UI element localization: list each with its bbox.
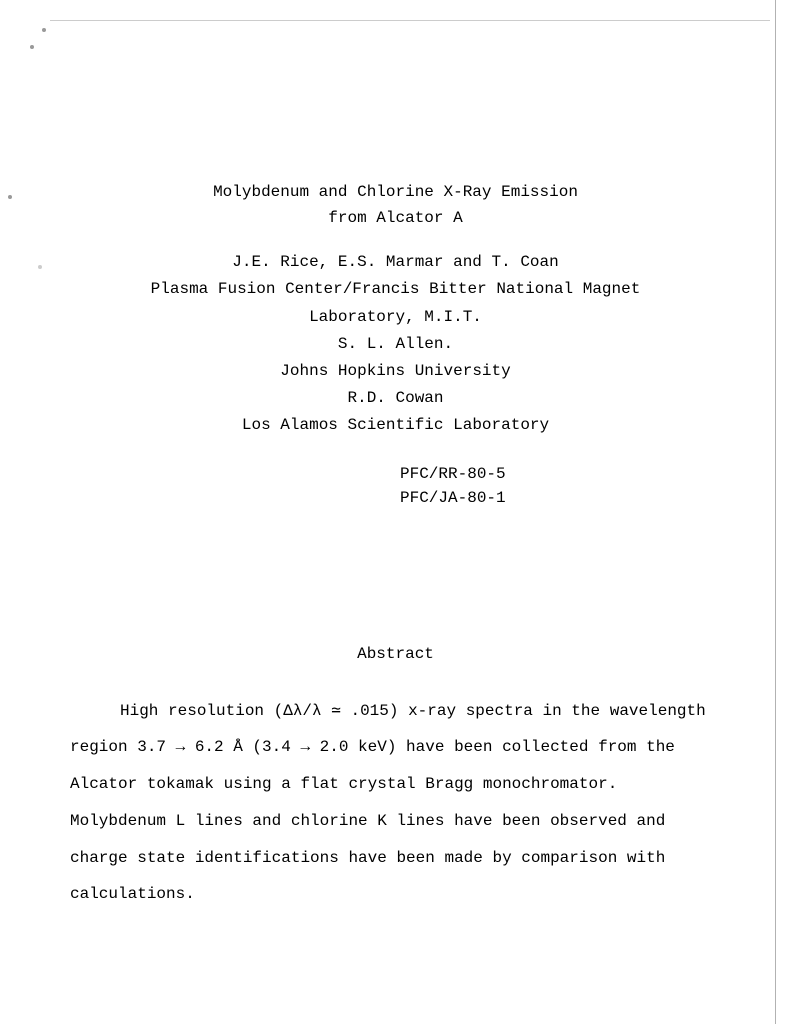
abstract-body: High resolution (Δλ/λ ≃ .015) x-ray spec… xyxy=(60,693,731,914)
author-group3-affil: Los Alamos Scientific Laboratory xyxy=(60,412,731,439)
author-block: J.E. Rice, E.S. Marmar and T. Coan Plasm… xyxy=(60,249,731,439)
report-number-2: PFC/JA-80-1 xyxy=(400,486,731,510)
author-group1-affil-1: Plasma Fusion Center/Francis Bitter Nati… xyxy=(60,276,731,303)
author-group2-affil: Johns Hopkins University xyxy=(60,358,731,385)
abstract-heading: Abstract xyxy=(60,645,731,663)
author-group1-names: J.E. Rice, E.S. Marmar and T. Coan xyxy=(60,249,731,276)
title-line-1: Molybdenum and Chlorine X-Ray Emission xyxy=(60,180,731,206)
report-number-1: PFC/RR-80-5 xyxy=(400,462,731,486)
report-numbers: PFC/RR-80-5 PFC/JA-80-1 xyxy=(400,462,731,510)
author-group1-affil-2: Laboratory, M.I.T. xyxy=(60,304,731,331)
page-content: Molybdenum and Chlorine X-Ray Emission f… xyxy=(0,0,791,973)
title-line-2: from Alcator A xyxy=(60,206,731,232)
title-block: Molybdenum and Chlorine X-Ray Emission f… xyxy=(60,180,731,231)
author-group2-names: S. L. Allen. xyxy=(60,331,731,358)
author-group3-names: R.D. Cowan xyxy=(60,385,731,412)
abstract-text: High resolution (Δλ/λ ≃ .015) x-ray spec… xyxy=(70,702,706,904)
